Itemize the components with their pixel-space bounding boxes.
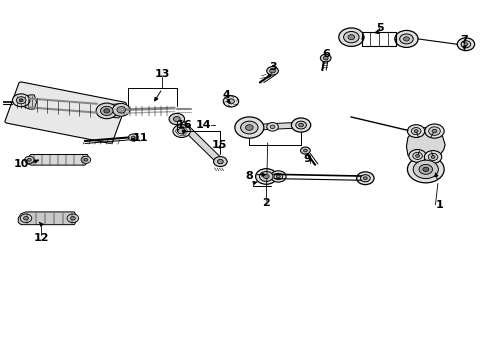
Circle shape (298, 123, 303, 127)
Polygon shape (99, 104, 121, 118)
Circle shape (303, 149, 307, 152)
Circle shape (213, 157, 226, 167)
Circle shape (323, 56, 327, 60)
Circle shape (412, 160, 437, 179)
Polygon shape (173, 117, 223, 163)
Text: 10: 10 (14, 159, 29, 169)
Text: 11: 11 (133, 133, 148, 143)
Circle shape (431, 129, 436, 133)
Circle shape (399, 34, 412, 44)
Circle shape (245, 125, 253, 130)
Circle shape (16, 97, 26, 104)
Circle shape (360, 175, 369, 182)
Circle shape (240, 121, 258, 134)
Circle shape (223, 96, 238, 107)
Circle shape (269, 69, 275, 73)
Circle shape (84, 158, 88, 161)
Circle shape (407, 125, 424, 138)
Circle shape (363, 177, 366, 180)
FancyBboxPatch shape (5, 82, 126, 143)
Circle shape (356, 172, 373, 185)
Circle shape (418, 165, 432, 174)
Circle shape (67, 214, 79, 222)
Circle shape (24, 156, 34, 163)
Circle shape (408, 149, 426, 162)
Circle shape (430, 156, 434, 158)
Circle shape (266, 67, 278, 75)
Circle shape (412, 152, 422, 159)
Circle shape (456, 38, 474, 51)
Circle shape (295, 121, 306, 129)
Text: 3: 3 (269, 62, 277, 72)
Circle shape (428, 127, 439, 135)
Text: 12: 12 (34, 234, 49, 243)
Circle shape (320, 54, 330, 62)
Circle shape (463, 43, 467, 46)
Text: 13: 13 (154, 69, 170, 79)
Circle shape (27, 158, 31, 161)
Circle shape (343, 31, 358, 43)
Polygon shape (12, 95, 37, 109)
Circle shape (19, 99, 23, 102)
Circle shape (173, 125, 190, 138)
Circle shape (410, 127, 420, 135)
Polygon shape (406, 127, 444, 159)
Circle shape (407, 156, 443, 183)
Circle shape (424, 124, 443, 138)
Circle shape (300, 147, 309, 154)
Circle shape (178, 128, 185, 134)
Circle shape (117, 107, 125, 113)
Circle shape (263, 174, 268, 179)
Circle shape (112, 103, 130, 116)
Circle shape (413, 130, 417, 132)
Circle shape (128, 134, 138, 141)
Circle shape (276, 175, 280, 178)
Text: 7: 7 (460, 35, 468, 45)
Text: 2: 2 (262, 198, 269, 208)
Circle shape (70, 216, 75, 220)
Circle shape (173, 117, 180, 122)
Circle shape (255, 168, 276, 184)
Polygon shape (248, 122, 301, 130)
Text: 6: 6 (322, 49, 330, 59)
Text: 9: 9 (303, 154, 311, 165)
Circle shape (20, 214, 32, 222)
Text: 15: 15 (211, 140, 226, 150)
Circle shape (424, 150, 441, 163)
Circle shape (227, 99, 234, 104)
Circle shape (12, 94, 30, 107)
Circle shape (217, 159, 223, 164)
Circle shape (422, 167, 428, 171)
Text: 1: 1 (435, 200, 442, 210)
Text: 14: 14 (195, 120, 211, 130)
Circle shape (347, 35, 354, 40)
Text: 8: 8 (245, 171, 253, 181)
Circle shape (338, 28, 363, 46)
Polygon shape (18, 212, 78, 225)
Circle shape (273, 173, 282, 180)
Circle shape (269, 125, 274, 129)
Circle shape (169, 113, 184, 125)
Circle shape (96, 103, 117, 119)
Text: 16: 16 (176, 120, 191, 130)
Circle shape (100, 106, 113, 116)
Text: 5: 5 (375, 23, 383, 33)
Circle shape (81, 156, 91, 163)
Circle shape (270, 171, 285, 182)
Circle shape (403, 37, 408, 41)
Circle shape (131, 136, 135, 139)
Circle shape (291, 118, 310, 132)
Circle shape (23, 216, 28, 220)
Circle shape (234, 117, 264, 138)
Circle shape (259, 171, 272, 181)
Circle shape (415, 154, 419, 157)
Polygon shape (26, 154, 90, 165)
Text: 4: 4 (222, 90, 230, 100)
Circle shape (103, 109, 109, 113)
Circle shape (394, 31, 417, 48)
Circle shape (266, 123, 278, 131)
Circle shape (460, 41, 470, 48)
Circle shape (427, 153, 437, 161)
Bar (361, 32, 395, 46)
